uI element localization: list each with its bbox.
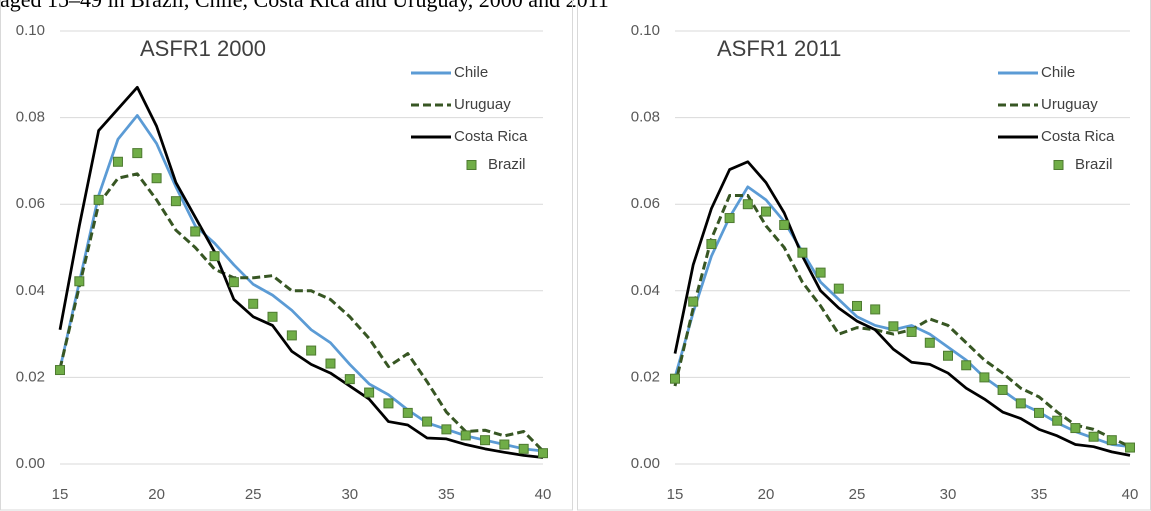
point (538, 448, 548, 459)
point (761, 206, 771, 217)
y-tick-label: 0.00 (16, 455, 45, 472)
point (943, 350, 953, 361)
y-tick-label: 0.10 (631, 22, 660, 39)
point (1015, 398, 1026, 409)
point (797, 247, 808, 258)
legend-swatch (1053, 160, 1064, 170)
point (344, 374, 355, 385)
y-tick-label: 0.08 (631, 109, 660, 126)
point (499, 439, 510, 450)
x-tick-label: 25 (849, 486, 866, 503)
y-tick-label: 0.06 (16, 195, 45, 212)
point (961, 360, 972, 371)
panel-frame (0, 0, 573, 511)
point (74, 276, 85, 287)
point (286, 330, 297, 341)
point (688, 296, 699, 307)
point (132, 148, 143, 159)
point (422, 416, 433, 427)
legend-label: Costa Rica (454, 128, 528, 145)
point (267, 311, 278, 322)
x-tick-label: 30 (341, 486, 358, 503)
point (997, 384, 1008, 395)
chart-title: ASFR1 2011 (717, 36, 841, 61)
x-tick-label: 20 (148, 486, 165, 503)
y-tick-label: 0.06 (631, 195, 660, 212)
y-tick-label: 0.04 (631, 282, 660, 299)
point (1088, 431, 1099, 442)
series-line (673, 160, 1131, 457)
point (248, 298, 259, 309)
point (1070, 423, 1081, 434)
point (1106, 435, 1117, 446)
legend-label: Costa Rica (1041, 128, 1115, 145)
point (93, 194, 104, 205)
y-tick-label: 0.02 (631, 368, 660, 385)
point (1125, 442, 1135, 453)
x-tick-label: 15 (667, 486, 684, 503)
point (209, 251, 220, 262)
point (924, 337, 935, 348)
point (742, 199, 753, 210)
y-tick-label: 0.10 (16, 22, 45, 39)
point (670, 373, 680, 384)
point (1052, 415, 1063, 426)
x-tick-label: 35 (1031, 486, 1048, 503)
point (383, 398, 394, 409)
point (815, 267, 826, 278)
point (460, 430, 471, 441)
point (441, 424, 452, 435)
y-tick-label: 0.02 (16, 368, 45, 385)
x-tick-label: 40 (535, 486, 552, 503)
x-tick-label: 30 (940, 486, 957, 503)
point (518, 443, 529, 454)
legend-label: Uruguay (454, 96, 511, 113)
point (55, 365, 65, 376)
series-line (58, 172, 545, 453)
point (364, 387, 375, 398)
point (779, 219, 790, 230)
point (706, 239, 717, 250)
x-tick-label: 20 (758, 486, 775, 503)
chart-title: ASFR1 2000 (140, 36, 266, 61)
legend-label: Chile (454, 64, 488, 81)
caption: aged 15–49 in Brazil, Chile, Costa Rica … (0, 0, 609, 12)
legend-swatch (466, 160, 477, 170)
x-tick-label: 15 (52, 486, 69, 503)
legend-label: Brazil (1075, 156, 1113, 173)
point (724, 213, 735, 224)
point (480, 435, 491, 446)
point (1034, 407, 1044, 418)
point (190, 226, 201, 237)
point (228, 277, 239, 288)
point (325, 358, 336, 369)
series-line (673, 194, 1131, 449)
point (870, 304, 881, 315)
y-tick-label: 0.08 (16, 109, 45, 126)
point (833, 283, 844, 294)
series-line (673, 185, 1131, 449)
point (170, 196, 181, 207)
point (906, 326, 917, 337)
point (112, 156, 123, 167)
point (979, 372, 990, 383)
point (402, 407, 413, 418)
legend-label: Chile (1041, 64, 1075, 81)
x-tick-label: 40 (1122, 486, 1139, 503)
point (888, 321, 899, 332)
y-tick-label: 0.04 (16, 282, 45, 299)
point (852, 300, 862, 311)
y-tick-label: 0.00 (631, 455, 660, 472)
legend-label: Uruguay (1041, 96, 1098, 113)
point (151, 173, 162, 184)
point (306, 345, 317, 356)
x-tick-label: 25 (245, 486, 262, 503)
legend-label: Brazil (488, 156, 526, 173)
series-line (58, 85, 544, 459)
x-tick-label: 35 (438, 486, 455, 503)
